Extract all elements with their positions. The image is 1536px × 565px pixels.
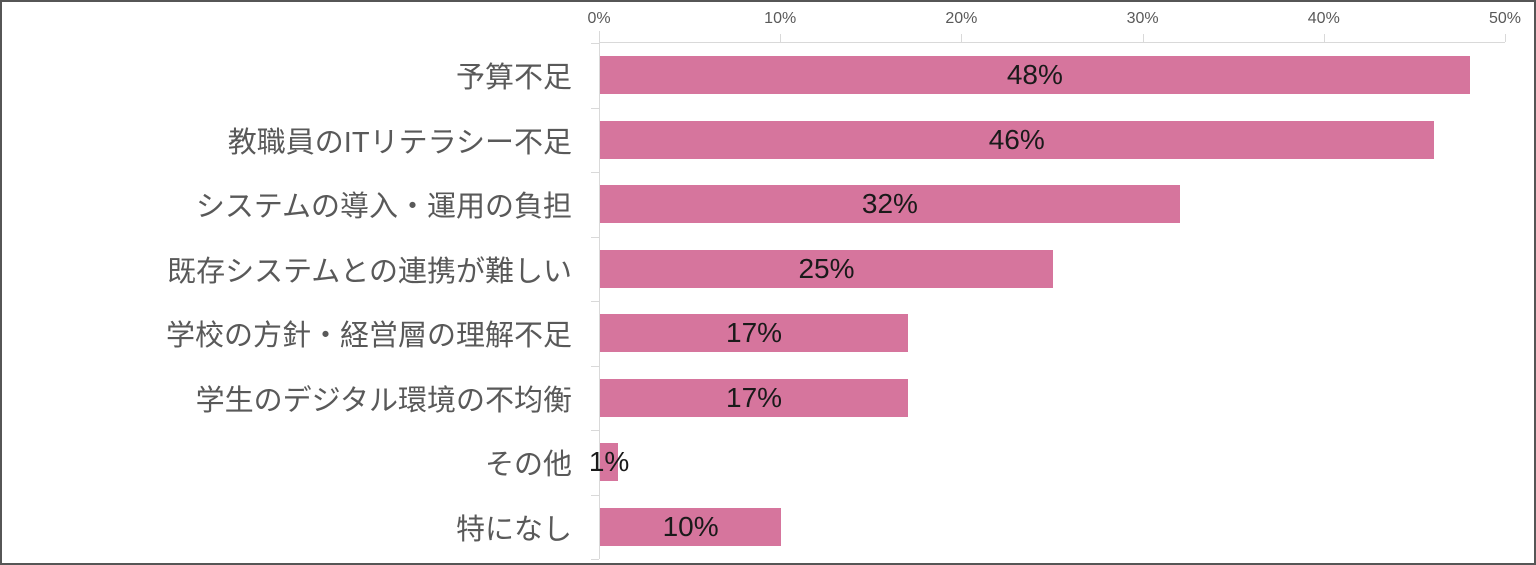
x-axis-tick-label: 10%	[764, 10, 797, 27]
x-axis-line	[599, 42, 1505, 43]
bar-row: 予算不足 48%	[2, 43, 1534, 108]
bar-rows: 予算不足 48% 教職員のITリテラシー不足 46% システムの導入・運用の負担 32% 既…	[2, 43, 1534, 559]
x-axis-tick-label: 0%	[587, 10, 611, 27]
bar	[600, 314, 909, 353]
bar-track: 48%	[599, 43, 1505, 108]
x-axis-tick-mark	[1505, 34, 1506, 42]
bar-value-label: 48%	[1006, 59, 1063, 91]
y-axis-tick-mark	[591, 172, 599, 173]
bar-row: 学校の方針・経営層の理解不足 17%	[2, 301, 1534, 366]
category-label: 既存システムとの連携が難しい	[167, 255, 572, 288]
category-label: 学生のデジタル環境の不均衡	[195, 384, 572, 417]
bar-track: 1%	[589, 430, 1505, 495]
y-axis-tick-mark	[591, 494, 599, 496]
bar	[600, 443, 619, 482]
category-label: 予算不足	[455, 62, 572, 95]
category-label: 教職員のITリテラシー不足	[227, 126, 572, 159]
category-label: システムの導入・運用の負担	[195, 191, 572, 224]
bar	[600, 378, 909, 417]
x-axis-tick-mark	[780, 34, 782, 42]
bar-row: その他 1%	[2, 430, 1534, 495]
bar	[600, 507, 782, 546]
bar-value-label: 32%	[861, 188, 918, 220]
bar-value-label: 46%	[988, 123, 1045, 155]
bar-track: 25%	[599, 237, 1505, 302]
bar	[600, 120, 1434, 159]
y-axis-tick-mark	[591, 365, 599, 367]
y-axis-line	[599, 31, 600, 559]
category-label: 特になし	[455, 513, 572, 546]
bar-track: 17%	[599, 366, 1505, 431]
bar	[600, 249, 1053, 288]
bar-track: 17%	[599, 301, 1505, 366]
bar-value-label: 17%	[725, 381, 783, 413]
bar-value-label: 25%	[798, 252, 855, 284]
x-axis-tick-mark	[1142, 34, 1144, 42]
bar-value-label: 1%	[588, 446, 630, 478]
bar-row: 既存システムとの連携が難しい 25%	[2, 237, 1534, 302]
y-axis-tick-mark	[591, 430, 599, 431]
y-axis-tick-mark	[591, 43, 599, 44]
bar-track: 32%	[599, 172, 1505, 237]
bar-row: 教職員のITリテラシー不足 46%	[2, 108, 1534, 173]
bar-row: システムの導入・運用の負担 32%	[2, 172, 1534, 237]
y-axis-tick-mark	[591, 236, 599, 238]
y-axis-tick-mark	[591, 559, 599, 560]
x-axis-tick-label: 40%	[1307, 10, 1340, 27]
bar-row: 学生のデジタル環境の不均衡 17%	[2, 366, 1534, 431]
y-axis-tick-mark	[591, 107, 599, 109]
bar-row: 特になし 10%	[2, 495, 1534, 560]
x-axis-tick-mark	[961, 34, 963, 42]
x-axis-tick-label: 30%	[1126, 10, 1159, 27]
category-label: その他	[484, 449, 572, 482]
bar-track: 46%	[599, 108, 1505, 173]
x-axis-tick-label: 50%	[1488, 10, 1522, 27]
category-label: 学校の方針・経営層の理解不足	[165, 320, 572, 353]
y-axis-tick-mark	[591, 301, 599, 302]
bar-value-label: 17%	[725, 317, 783, 349]
bar-value-label: 10%	[662, 510, 719, 542]
bar	[600, 185, 1180, 224]
x-axis-tick-mark	[1323, 34, 1325, 42]
bar-track: 10%	[599, 495, 1505, 560]
bar	[600, 56, 1470, 95]
x-axis-tick-label: 20%	[945, 10, 978, 27]
